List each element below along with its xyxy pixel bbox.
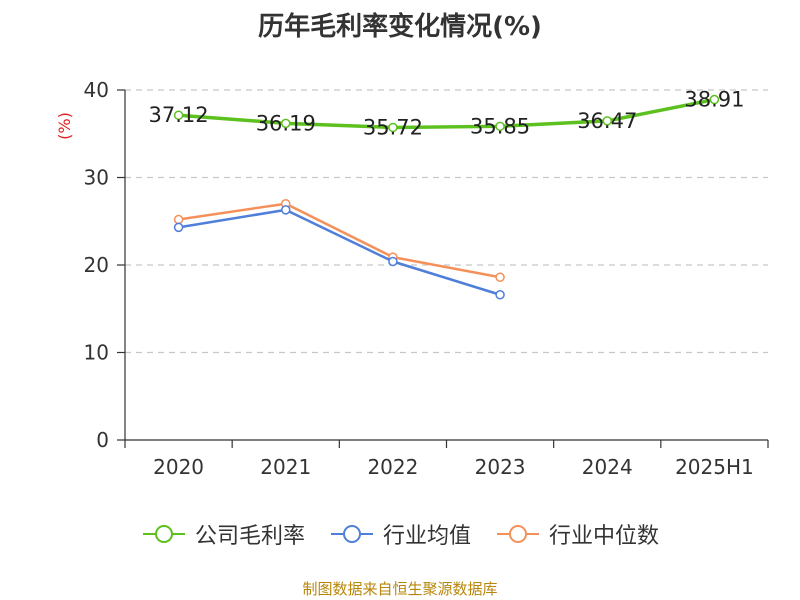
data-point [495, 272, 505, 282]
x-tick-label: 2024 [582, 455, 633, 479]
grid-lines [125, 89, 768, 354]
data-point [173, 222, 184, 233]
data-label: 37.12 [149, 103, 209, 127]
y-tick-label: 0 [96, 428, 109, 452]
data-labels: 37.12 36.19 35.72 35.85 36.47 38.91 [149, 88, 745, 140]
data-label: 35.72 [363, 115, 423, 139]
series-line [178, 97, 715, 130]
y-tick-label: 40 [84, 78, 109, 102]
legend-item-company[interactable]: 公司毛利率 [141, 518, 305, 550]
data-point [602, 116, 612, 126]
legend-marker-icon [142, 525, 185, 543]
x-tick-label: 2025H1 [675, 455, 754, 479]
series-line [178, 202, 501, 279]
legend-label: 行业中位数 [549, 524, 660, 549]
y-tick-label: 30 [84, 166, 109, 190]
data-point [388, 122, 398, 133]
legend-item-industry-avg[interactable]: 行业均值 [329, 518, 471, 550]
source-note: 制图数据来自恒生聚源数据库 [302, 580, 498, 598]
legend-marker-icon [497, 525, 539, 543]
data-label: 36.19 [256, 111, 316, 135]
legend-item-industry-median[interactable]: 行业中位数 [495, 518, 659, 550]
chart-title: 历年毛利率变化情况(%) [258, 12, 542, 42]
x-tick-label: 2021 [260, 455, 311, 479]
y-tick-label: 20 [84, 253, 109, 277]
data-label: 38.91 [684, 88, 744, 112]
data-point [388, 256, 398, 267]
legend-label: 行业均值 [382, 524, 471, 549]
data-point [173, 110, 184, 120]
y-axis-label: (%) [55, 112, 74, 140]
legend-label: 公司毛利率 [194, 524, 305, 549]
data-point [281, 118, 291, 129]
x-tick-label: 2022 [367, 455, 418, 479]
data-point [495, 290, 505, 300]
legend: 公司毛利率 行业均值 行业中位数 [0, 518, 800, 550]
legend-marker-icon [330, 525, 373, 543]
data-label: 36.47 [577, 109, 637, 133]
series-lines [173, 94, 720, 300]
y-tick-label: 10 [84, 341, 109, 365]
data-point [709, 94, 720, 105]
data-point [495, 121, 505, 132]
x-tick-label: 2023 [475, 455, 526, 479]
series-line [178, 208, 501, 296]
x-tick-label: 2020 [153, 455, 204, 479]
axes: 0 10 20 30 40 2020 2021 2022 2023 2024 2025H1 [84, 78, 769, 479]
data-point [281, 205, 291, 215]
data-label: 35.85 [470, 114, 530, 138]
data-point [173, 214, 184, 225]
